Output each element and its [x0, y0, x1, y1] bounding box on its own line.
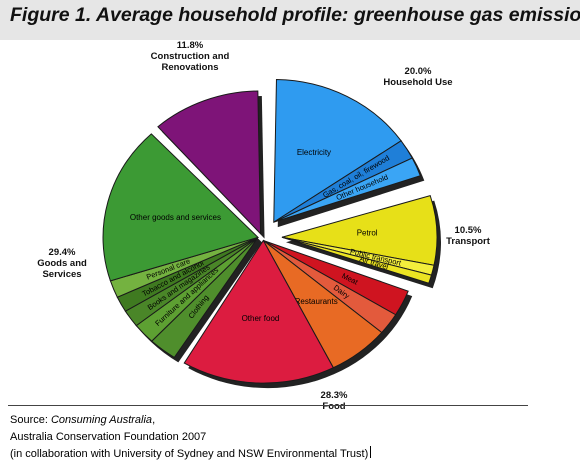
- group-label-household-use-name: Household Use: [383, 77, 452, 88]
- source-publication: Consuming Australia: [50, 414, 153, 426]
- slice-label-electricity: Electricity: [297, 148, 331, 157]
- pie-slice-construction-and-renovations: [157, 90, 262, 235]
- source-prefix: Source:: [10, 414, 51, 426]
- text-cursor: [370, 446, 372, 458]
- pie-slice-electricity: [273, 79, 402, 224]
- group-label-goods-and-services-name: Goods and: [37, 258, 87, 269]
- group-label-transport-name: Transport: [446, 236, 491, 247]
- group-label-construction-and-renovations-name: Construction and: [151, 51, 230, 62]
- group-label-construction-and-renovations-name: Renovations: [161, 62, 218, 73]
- source-divider: [8, 405, 528, 406]
- source-line-3: (in collaboration with University of Syd…: [10, 446, 372, 463]
- group-label-food-name: Food: [322, 401, 345, 412]
- slice-label-restaurants: Restaurants: [295, 297, 338, 306]
- figure-title: Figure 1. Average household profile: gre…: [10, 4, 580, 26]
- group-label-food-percent: 28.3%: [321, 390, 348, 401]
- slice-label-other-food: Other food: [242, 314, 280, 323]
- slice-label-other-goods-and-services: Other goods and services: [130, 213, 221, 222]
- source-note: Source: Consuming Australia, Australia C…: [10, 412, 372, 463]
- source-comma: ,: [152, 414, 156, 426]
- group-label-goods-and-services-percent: 29.4%: [49, 247, 76, 258]
- slice-label-petrol: Petrol: [357, 228, 378, 237]
- source-collaboration: (in collaboration with University of Syd…: [10, 448, 369, 460]
- group-label-construction-and-renovations-percent: 11.8%: [177, 40, 204, 51]
- pie-slice-air-travel: [281, 236, 433, 284]
- pie-slice-other-goods-and-services: [102, 133, 259, 282]
- group-label-transport-percent: 10.5%: [455, 225, 482, 236]
- source-line-2: Australia Conservation Foundation 2007: [10, 431, 207, 443]
- pie-slice-other-household: [273, 157, 421, 223]
- source-line-1: Source: Consuming Australia,: [10, 412, 371, 429]
- group-label-goods-and-services-name: Services: [42, 269, 81, 280]
- pie-slice-other-food: [183, 239, 335, 384]
- group-label-household-use-percent: 20.0%: [405, 66, 432, 77]
- title-bar: Figure 1. Average household profile: gre…: [0, 0, 580, 40]
